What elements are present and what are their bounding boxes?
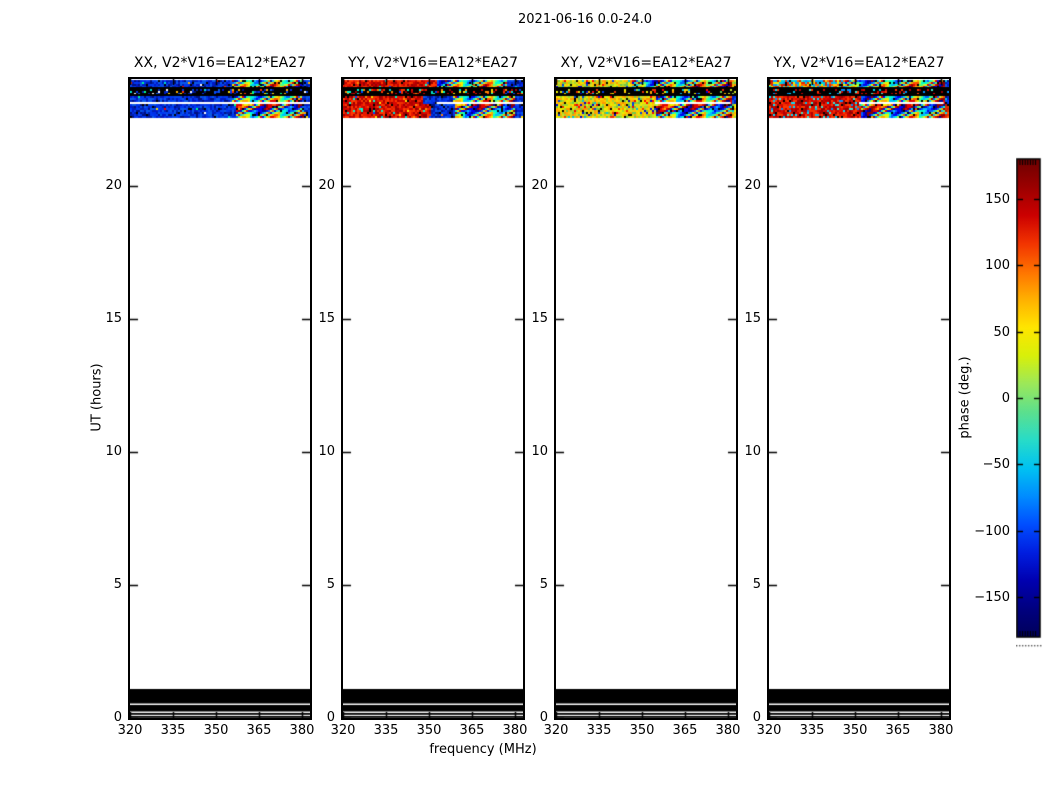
x-tick-label: 365: [459, 723, 485, 738]
x-tick-label: 350: [842, 723, 868, 738]
colorbar-tick-label: −150: [974, 589, 1010, 605]
y-tick-label: 0: [752, 710, 761, 725]
x-tick-label: 380: [928, 723, 954, 738]
x-tick-label: 365: [246, 723, 272, 738]
y-tick-label: 20: [744, 177, 761, 193]
y-tick-label: 0: [113, 710, 122, 725]
waterfall-panel-xx: [128, 77, 312, 720]
waterfall-panel-xy: [554, 77, 738, 720]
x-tick-label: 380: [289, 723, 315, 738]
colorbar-tick-label: 50: [993, 324, 1010, 340]
colorbar-tick-label: −100: [974, 523, 1010, 539]
waterfall-canvas-xx: [130, 79, 310, 718]
waterfall-canvas-yx: [769, 79, 949, 718]
y-tick-label: 15: [531, 310, 548, 326]
y-tick-label: 0: [539, 710, 548, 725]
y-tick-label: 5: [113, 576, 122, 592]
panel-title-xx: XX, V2*V16=EA12*EA27: [133, 55, 307, 71]
x-tick-label: 320: [543, 723, 569, 738]
colorbar: [1016, 156, 1042, 656]
y-tick-label: 20: [531, 177, 548, 193]
waterfall-panel-yy: [341, 77, 525, 720]
x-tick-label: 320: [756, 723, 782, 738]
x-tick-label: 350: [416, 723, 442, 738]
x-tick-label: 320: [330, 723, 356, 738]
y-tick-label: 5: [752, 576, 761, 592]
x-tick-label: 335: [373, 723, 399, 738]
y-tick-label: 0: [326, 710, 335, 725]
y-tick-label: 10: [105, 443, 122, 459]
panel-title-xy: XY, V2*V16=EA12*EA27: [560, 55, 732, 71]
x-tick-label: 365: [885, 723, 911, 738]
figure-title: 2021-06-16 0.0-24.0: [518, 12, 652, 27]
colorbar-tick-label: 0: [1001, 390, 1010, 406]
x-tick-label: 335: [799, 723, 825, 738]
waterfall-panel-yx: [767, 77, 951, 720]
y-tick-label: 10: [744, 443, 761, 459]
x-tick-label: 350: [203, 723, 229, 738]
x-tick-label: 380: [715, 723, 741, 738]
x-tick-label: 380: [502, 723, 528, 738]
y-axis-label: UT (hours): [89, 363, 105, 432]
y-tick-label: 20: [318, 177, 335, 193]
y-tick-label: 15: [105, 310, 122, 326]
panel-title-yx: YX, V2*V16=EA12*EA27: [773, 55, 945, 71]
y-tick-label: 5: [326, 576, 335, 592]
y-tick-label: 10: [531, 443, 548, 459]
x-tick-label: 365: [672, 723, 698, 738]
panel-title-yy: YY, V2*V16=EA12*EA27: [347, 55, 519, 71]
x-tick-label: 320: [117, 723, 143, 738]
x-tick-label: 350: [629, 723, 655, 738]
colorbar-tick-label: 100: [985, 257, 1010, 273]
colorbar-tick-label: −50: [982, 456, 1010, 472]
y-tick-label: 15: [744, 310, 761, 326]
x-axis-label: frequency (MHz): [429, 742, 537, 757]
waterfall-canvas-yy: [343, 79, 523, 718]
y-tick-label: 10: [318, 443, 335, 459]
y-tick-label: 5: [539, 576, 548, 592]
y-tick-label: 15: [318, 310, 335, 326]
waterfall-canvas-xy: [556, 79, 736, 718]
x-tick-label: 335: [160, 723, 186, 738]
y-tick-label: 20: [105, 177, 122, 193]
colorbar-tick-label: 150: [985, 191, 1010, 207]
x-tick-label: 335: [586, 723, 612, 738]
